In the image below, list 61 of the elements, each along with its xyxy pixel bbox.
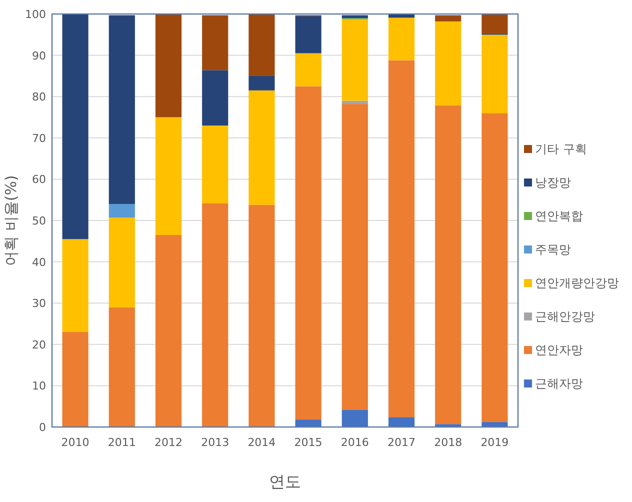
bar	[295, 420, 322, 427]
bar	[482, 113, 508, 422]
bar	[388, 60, 415, 418]
bar	[202, 70, 228, 126]
x-tick-label: 2019	[480, 436, 509, 449]
bar	[155, 14, 182, 118]
legend-label: 연안복합	[535, 209, 583, 223]
y-tick-label: 10	[32, 380, 46, 393]
legend-label: 주목망	[535, 242, 571, 256]
bar	[202, 203, 228, 427]
y-tick-label: 60	[32, 173, 46, 186]
bar	[62, 332, 88, 427]
bar	[155, 117, 182, 235]
x-tick-label: 2014	[248, 436, 276, 449]
bar	[155, 234, 182, 427]
bar	[482, 422, 508, 427]
bar	[388, 417, 415, 427]
x-tick-label: 2012	[154, 436, 182, 449]
y-tick-label: 90	[32, 49, 46, 62]
bar	[62, 14, 88, 240]
x-tick-label: 2011	[108, 436, 136, 449]
bar	[295, 53, 322, 86]
x-tick-label: 2018	[434, 436, 462, 449]
y-tick-label: 0	[39, 421, 46, 434]
bar	[435, 105, 462, 424]
y-tick-label: 100	[25, 8, 46, 21]
y-tick-label: 70	[32, 132, 46, 145]
bar	[202, 126, 228, 204]
bar	[482, 34, 508, 114]
bar	[342, 15, 368, 18]
x-tick-label: 2013	[201, 436, 230, 449]
y-tick-label: 20	[32, 338, 46, 352]
legend-label: 기타 구획	[535, 142, 587, 156]
x-axis-title: 연도	[269, 472, 301, 491]
x-tick-label: 2017	[388, 436, 416, 449]
bar	[295, 86, 322, 420]
legend-label: 낭장망	[535, 176, 571, 190]
bar	[108, 307, 135, 427]
y-tick-label: 80	[32, 90, 46, 104]
legend-label: 연안자망	[535, 343, 583, 357]
bar	[248, 204, 275, 427]
bar	[435, 21, 462, 106]
y-axis-title: 어획 비율(%)	[2, 175, 20, 266]
bar	[388, 18, 415, 60]
bar	[248, 14, 275, 76]
y-tick-label: 30	[32, 297, 46, 310]
bar	[202, 15, 228, 70]
bar	[342, 410, 368, 427]
bar	[295, 16, 322, 54]
x-tick-label: 2016	[340, 436, 369, 449]
bar	[482, 14, 508, 34]
y-tick-label: 50	[32, 214, 46, 228]
bar	[248, 76, 275, 90]
legend-label: 근해안강망	[535, 310, 595, 324]
x-tick-label: 2015	[294, 436, 322, 449]
legend-label: 근해자망	[535, 376, 583, 390]
bar	[62, 239, 88, 332]
y-tick-label: 40	[32, 256, 46, 269]
bar	[248, 90, 275, 205]
bar	[435, 15, 462, 22]
x-tick-label: 2010	[61, 436, 90, 449]
